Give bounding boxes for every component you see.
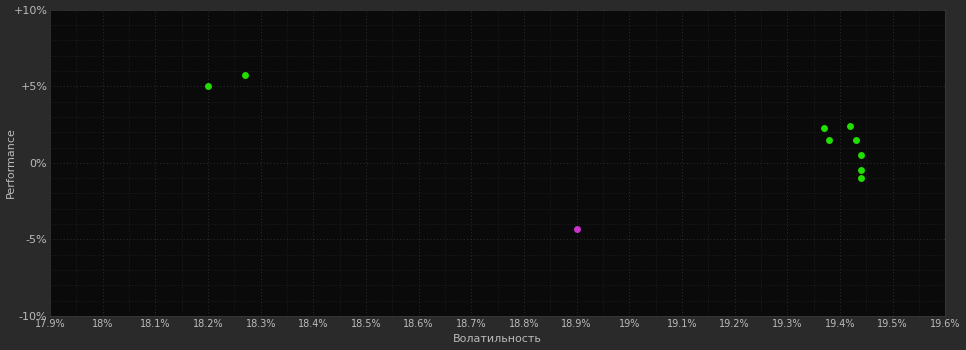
X-axis label: Волатильность: Волатильность [453,335,542,344]
Point [848,137,864,143]
Point [853,152,868,158]
Point [842,123,858,129]
Y-axis label: Performance: Performance [6,127,15,198]
Point [238,73,253,78]
Point [816,125,832,131]
Point [853,175,868,181]
Point [200,83,215,89]
Point [853,168,868,173]
Point [822,137,838,143]
Point [569,226,584,232]
